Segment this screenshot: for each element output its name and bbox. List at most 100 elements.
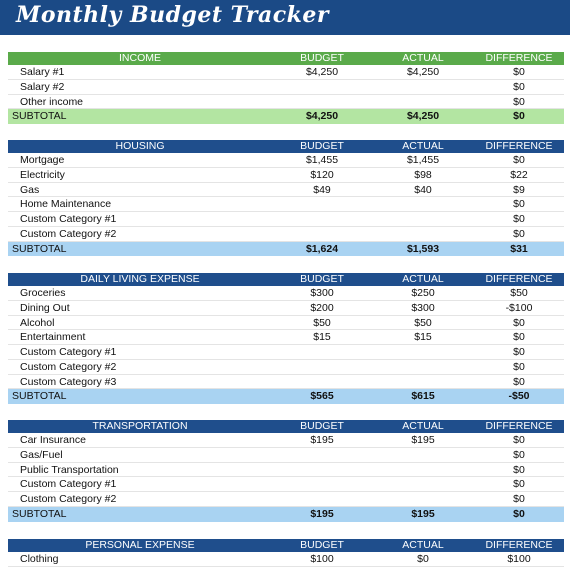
row-label: Groceries (20, 287, 66, 299)
table-row: Electricity $120 $98 $22 (8, 168, 564, 183)
actual-column-header: ACTUAL (402, 140, 444, 152)
budget-cell (272, 463, 372, 477)
budget-section: INCOME BUDGET ACTUAL DIFFERENCE Salary #1 $4,… (8, 52, 564, 124)
actual-cell (372, 448, 474, 462)
actual-cell (372, 345, 474, 359)
difference-cell: $0 (513, 213, 525, 225)
actual-cell: $300 (411, 301, 435, 314)
table-row: Public Transportation $0 (8, 463, 564, 478)
budget-cell: $120 (310, 168, 334, 181)
table-row: Clothing $100 $0 $100 (8, 552, 564, 567)
budget-cell (272, 227, 372, 241)
budget-cell: $300 (310, 287, 334, 299)
difference-cell: $9 (513, 183, 525, 196)
budget-cell (272, 448, 372, 462)
difference-column-header: DIFFERENCE (485, 420, 553, 432)
row-label: Electricity (20, 168, 65, 181)
subtotal-row: SUBTOTAL $195 $195 $0 (8, 506, 564, 522)
difference-cell: $0 (513, 227, 525, 240)
difference-cell: $0 (513, 434, 525, 446)
actual-cell: $40 (414, 183, 432, 196)
row-label: Custom Category #2 (20, 360, 117, 373)
actual-cell: $195 (411, 434, 435, 446)
actual-cell: $1,455 (406, 154, 440, 166)
section-header: TRANSPORTATION BUDGET ACTUAL DIFFERENCE (8, 420, 564, 433)
budget-cell (272, 197, 372, 211)
actual-column-header: ACTUAL (402, 273, 444, 285)
budget-section: HOUSING BUDGET ACTUAL DIFFERENCE Mortgage $1,… (8, 140, 564, 257)
budget-section: DAILY LIVING EXPENSE BUDGET ACTUAL DIFFEREN… (8, 273, 564, 404)
actual-cell: $0 (417, 553, 429, 565)
section-header: DAILY LIVING EXPENSE BUDGET ACTUAL DIFFEREN… (8, 273, 564, 286)
budget-cell: $1,455 (305, 154, 339, 166)
budget-cell: $195 (310, 434, 334, 446)
row-label: Custom Category #3 (20, 375, 117, 388)
subtotal-row: SUBTOTAL $1,624 $1,593 $31 (8, 241, 564, 257)
row-label: Custom Category #1 (20, 346, 117, 358)
section-title: TRANSPORTATION (92, 420, 188, 432)
difference-cell: $0 (513, 66, 525, 78)
subtotal-label: SUBTOTAL (12, 110, 67, 123)
difference-cell: $0 (513, 154, 525, 166)
difference-cell: $0 (513, 478, 525, 491)
section-header: PERSONAL EXPENSE BUDGET ACTUAL DIFFERENCE (8, 539, 564, 552)
budget-cell (272, 477, 372, 491)
table-row: Salary #2 $0 (8, 80, 564, 95)
row-label: Dining Out (20, 301, 70, 314)
subtotal-actual: $195 (411, 507, 435, 520)
subtotal-label: SUBTOTAL (12, 390, 67, 403)
difference-column-header: DIFFERENCE (485, 52, 553, 64)
table-row: Mortgage $1,455 $1,455 $0 (8, 153, 564, 168)
budget-cell: $4,250 (305, 66, 339, 78)
row-label: Custom Category #1 (20, 213, 117, 225)
difference-cell: $22 (510, 168, 528, 181)
budget-cell (272, 80, 372, 94)
table-row: Custom Category #1 $0 (8, 212, 564, 227)
actual-cell: $15 (414, 331, 432, 344)
row-label: Public Transportation (20, 463, 119, 476)
table-row: Other income $0 (8, 95, 564, 110)
actual-cell (372, 212, 474, 226)
subtotal-budget: $195 (310, 507, 334, 520)
difference-cell: $0 (513, 80, 525, 93)
table-row: Gas $49 $40 $9 (8, 183, 564, 198)
budget-column-header: BUDGET (300, 140, 344, 152)
table-row: Car Insurance $195 $195 $0 (8, 433, 564, 448)
actual-cell (372, 197, 474, 211)
budget-cell (272, 360, 372, 374)
actual-cell (372, 477, 474, 491)
difference-column-header: DIFFERENCE (485, 539, 553, 551)
row-label: Alcohol (20, 316, 55, 329)
budget-column-header: BUDGET (300, 420, 344, 432)
difference-cell: $0 (513, 95, 525, 108)
section-title: DAILY LIVING EXPENSE (80, 273, 200, 285)
actual-cell (372, 80, 474, 94)
subtotal-actual: $615 (411, 390, 435, 403)
subtotal-difference: $0 (513, 110, 525, 123)
budget-column-header: BUDGET (300, 273, 344, 285)
difference-cell: $0 (513, 316, 525, 329)
budget-cell (272, 345, 372, 359)
difference-cell: $0 (513, 375, 525, 388)
row-label: Salary #2 (20, 80, 65, 93)
actual-cell (372, 360, 474, 374)
table-row: Gas/Fuel $0 (8, 448, 564, 463)
budget-cell: $49 (313, 183, 331, 196)
row-label: Custom Category #2 (20, 493, 117, 505)
difference-cell: $0 (513, 346, 525, 358)
actual-cell: $250 (411, 287, 435, 299)
difference-cell: $100 (507, 553, 531, 565)
subtotal-difference: $31 (510, 242, 528, 255)
section-header: INCOME BUDGET ACTUAL DIFFERENCE (8, 52, 564, 65)
subtotal-budget: $4,250 (305, 110, 339, 123)
table-row: Custom Category #1 $0 (8, 477, 564, 492)
difference-cell: -$100 (505, 301, 533, 314)
row-label: Gas (20, 183, 40, 196)
budget-cell: $200 (310, 301, 334, 314)
table-row: Alcohol $50 $50 $0 (8, 316, 564, 331)
difference-column-header: DIFFERENCE (485, 273, 553, 285)
subtotal-difference: -$50 (508, 390, 530, 403)
budget-cell: $50 (313, 316, 331, 329)
row-label: Mortgage (20, 154, 65, 166)
subtotal-row: SUBTOTAL $565 $615 -$50 (8, 389, 564, 404)
